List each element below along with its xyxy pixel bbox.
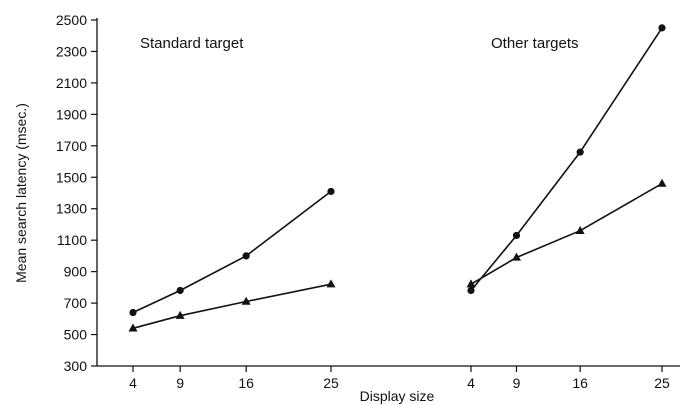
x-tick-label: 16	[572, 375, 588, 391]
series-line-triangle-panel-1	[470, 182, 663, 285]
x-tick-label: 4	[129, 375, 137, 391]
panel-title-standard: Standard target	[140, 35, 244, 52]
data-point-circle	[467, 286, 475, 295]
x-tick-label: 25	[323, 375, 339, 391]
data-point-circle	[658, 24, 666, 32]
data-point-circle	[129, 308, 137, 317]
series	[128, 24, 667, 332]
x-tick-label: 4	[467, 375, 475, 391]
y-tick-label: 500	[64, 327, 88, 343]
data-point-circle	[242, 252, 250, 260]
data-point-triangle	[241, 296, 251, 305]
y-tick-label: 2100	[56, 75, 87, 91]
y-tick-label: 2300	[56, 43, 87, 59]
panel-title-other: Other targets	[491, 35, 579, 52]
data-point-triangle	[657, 178, 667, 187]
y-tick-label: 1300	[56, 201, 87, 217]
x-axis-title: Display size	[360, 388, 435, 404]
data-point-circle	[512, 231, 521, 240]
y-tick-label: 2500	[56, 12, 87, 28]
y-tick-label: 300	[64, 358, 88, 374]
x-tick-label: 9	[513, 375, 521, 391]
data-point-circle	[327, 187, 335, 196]
y-tick-label: 1100	[57, 232, 87, 248]
series-line-circle-panel-0	[132, 190, 332, 314]
data-point-triangle	[175, 310, 185, 319]
y-tick-label: 700	[64, 295, 88, 311]
y-tick-label: 1500	[56, 169, 87, 185]
y-tick-label: 1900	[56, 106, 87, 122]
x-axis: 4 9 16 25 4 9 16 25	[97, 365, 680, 391]
x-tick-label: 25	[654, 375, 670, 391]
x-tick-label: 9	[176, 375, 184, 391]
y-tick-label: 1700	[56, 138, 87, 154]
series-line-circle-panel-1	[470, 27, 663, 292]
y-axis: 300 500 700 900 1100 1300 1500 1700 1900 2100 2300…	[56, 12, 98, 374]
y-tick-label: 900	[64, 264, 88, 280]
data-point-circle	[576, 148, 584, 156]
y-axis-title: Mean search latency (msec.)	[13, 103, 29, 283]
data-point-triangle	[128, 323, 138, 332]
data-point-triangle	[466, 279, 476, 288]
series-line-triangle-panel-0	[132, 283, 332, 330]
data-point-triangle	[326, 279, 336, 288]
data-point-circle	[176, 286, 184, 295]
data-point-triangle	[511, 252, 521, 261]
panel-titles: Standard target Other targets	[140, 35, 579, 52]
x-tick-label: 16	[238, 375, 254, 391]
data-point-triangle	[575, 225, 585, 234]
